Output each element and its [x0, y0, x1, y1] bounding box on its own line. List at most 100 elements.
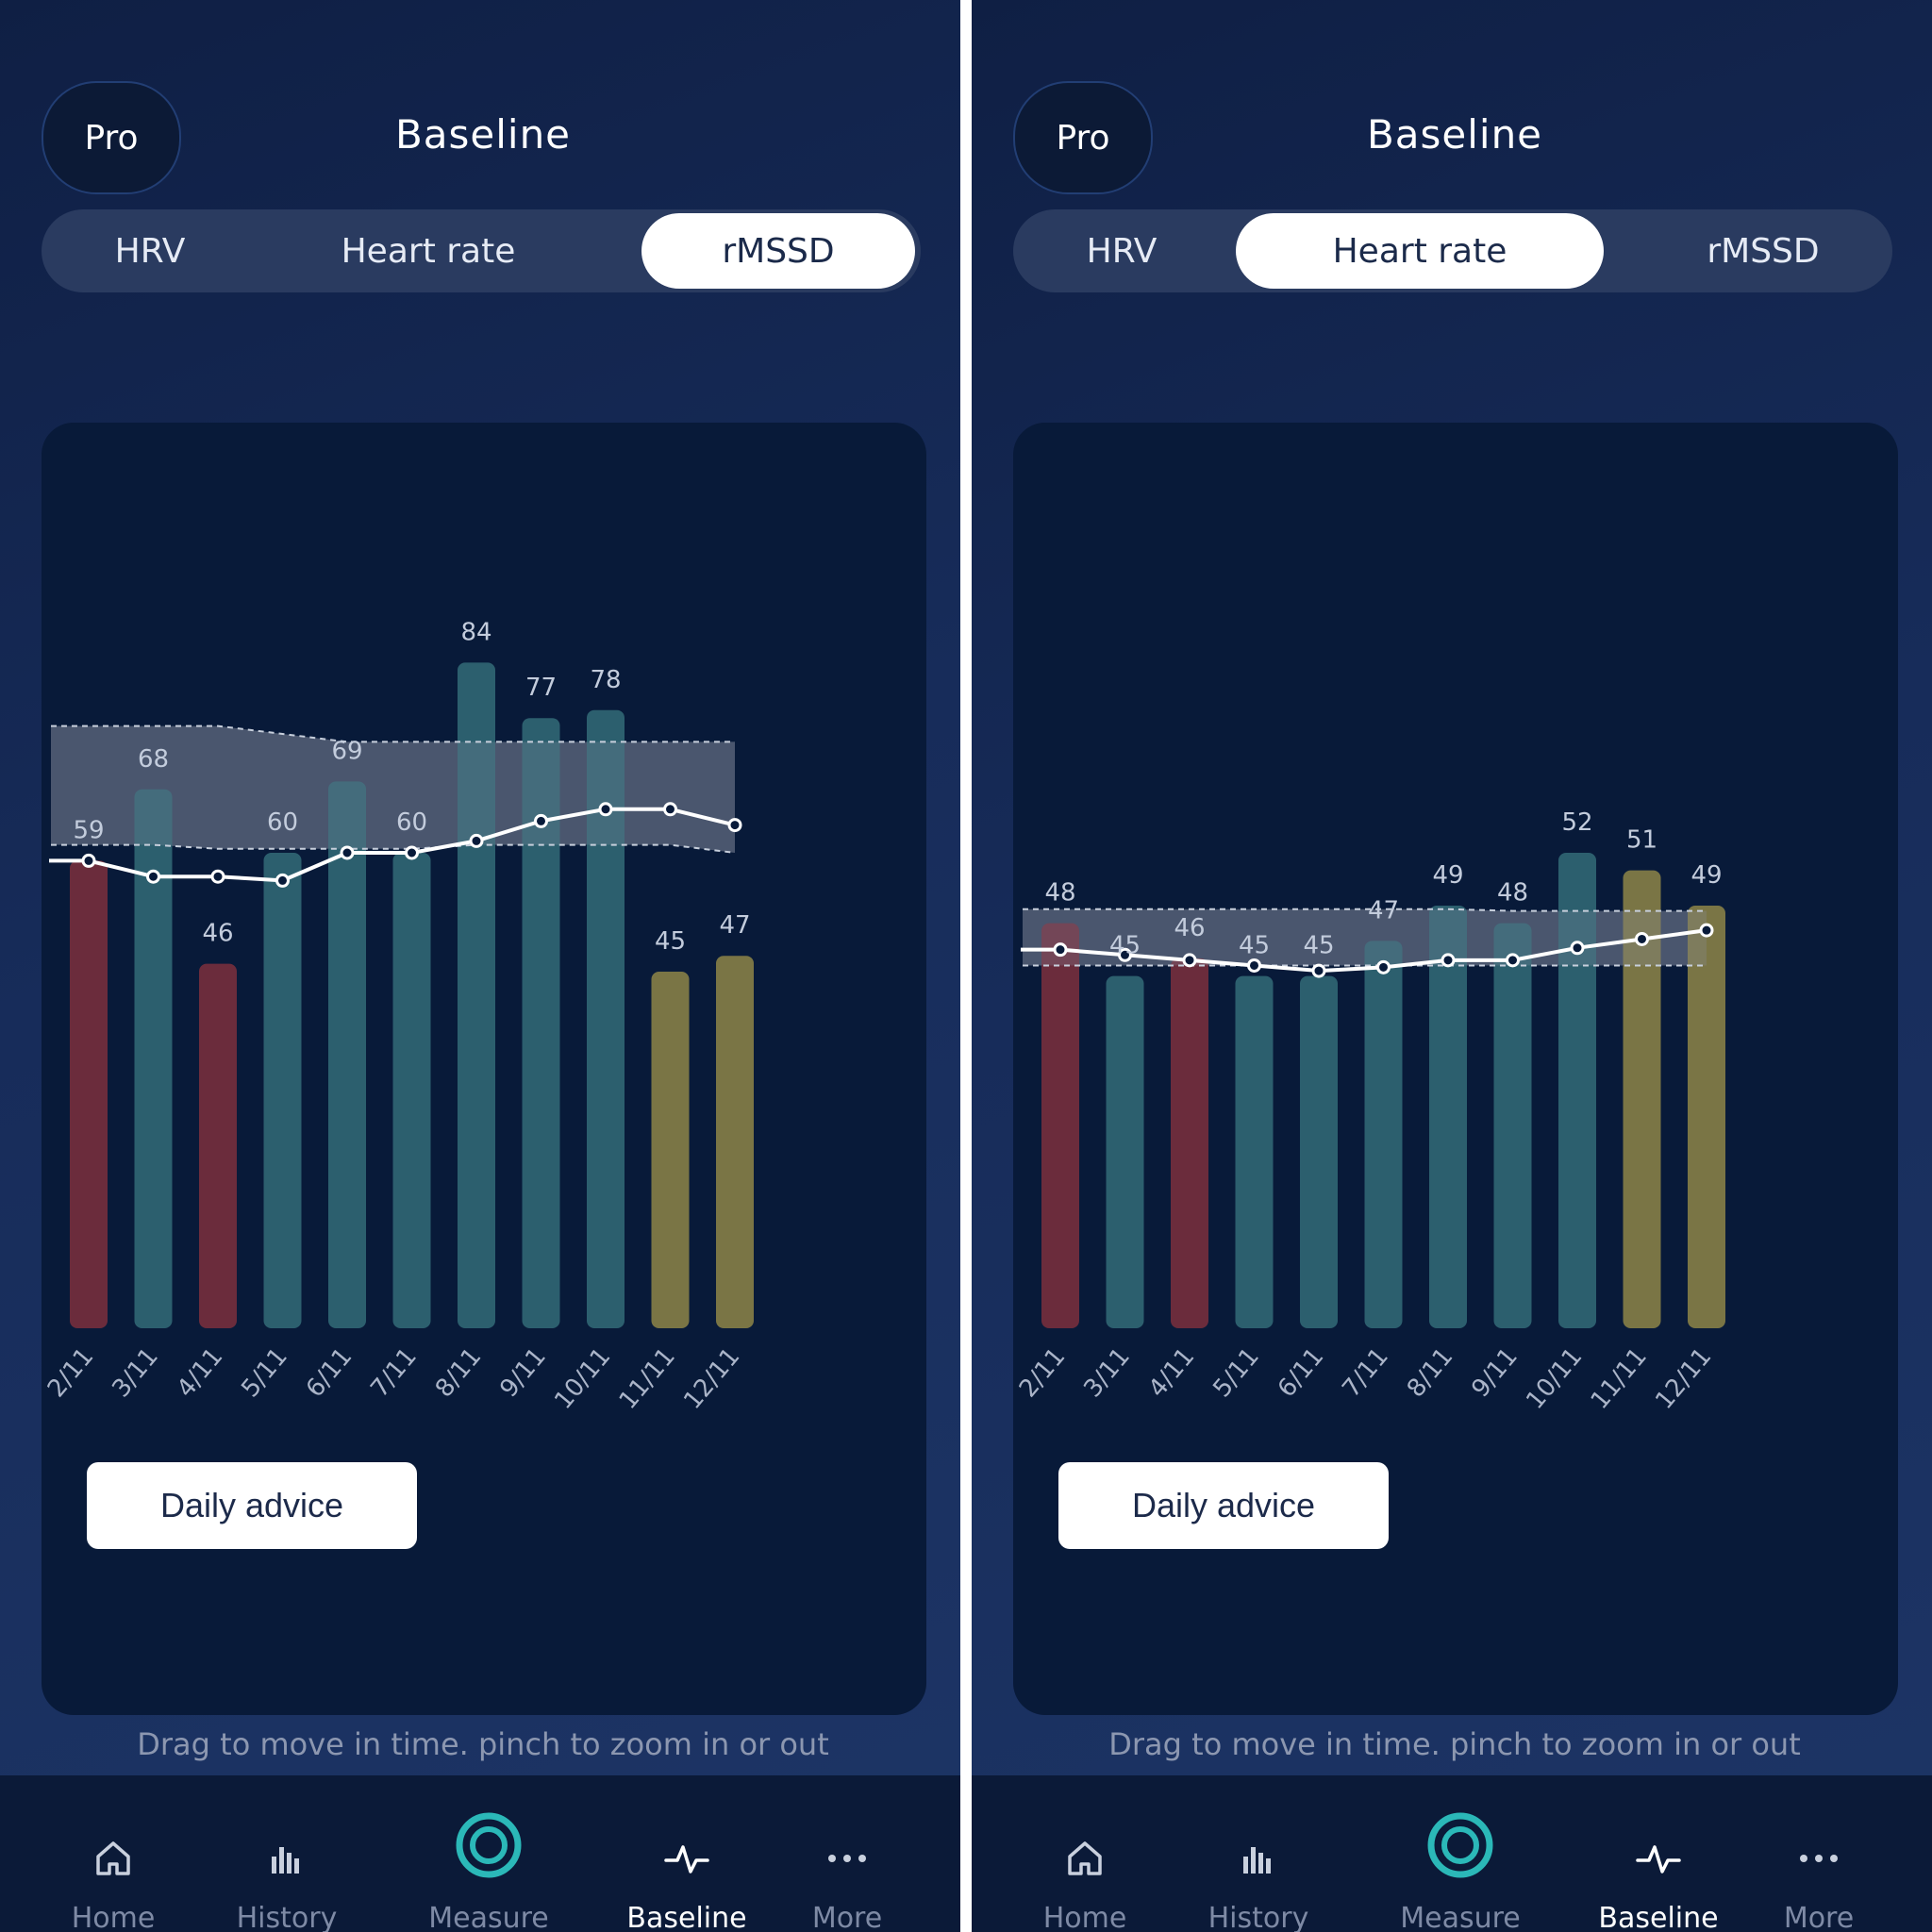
normal-range-overlay	[51, 725, 735, 853]
chart-card[interactable]: 48 45 46 45 45 47 49 48 52 51 49 2/11 3/11 4/11 5/11 6/…	[1013, 423, 1898, 1715]
value-label: 68	[138, 745, 169, 774]
bar-11/11[interactable]	[651, 972, 690, 1328]
baseline-point	[210, 869, 225, 884]
baseline-icon	[592, 1830, 781, 1887]
nav-more[interactable]: More	[1724, 1775, 1913, 1932]
bar-11/11[interactable]	[1623, 870, 1661, 1328]
chart-card[interactable]: 59 68 46 60 69 60 84 77 78 45 47 2/11 3/11 4/11 5/11 6/…	[42, 423, 926, 1715]
panel-rmssd: Pro Baseline HRV Heart rate rMSSD 59 68 46…	[0, 0, 960, 1932]
baseline-point	[146, 869, 160, 884]
more-icon	[1724, 1830, 1913, 1887]
nav-more[interactable]: More	[753, 1775, 941, 1932]
baseline-point	[1053, 942, 1068, 958]
bar-9/11[interactable]	[1493, 923, 1532, 1328]
rmssd-chart[interactable]: 59 68 46 60 69 60 84 77 78 45 47 2/11 3/11 4/11 5/11 6/…	[42, 423, 926, 1715]
nav-label: Measure	[428, 1902, 549, 1932]
date-label: 9/11	[494, 1342, 552, 1403]
baseline-icon	[1564, 1830, 1753, 1887]
nav-baseline[interactable]: Baseline	[1564, 1775, 1753, 1932]
nav-history[interactable]: History	[1164, 1775, 1353, 1932]
pro-button[interactable]: Pro	[42, 81, 181, 194]
nav-label: History	[236, 1902, 338, 1932]
bar-7/11[interactable]	[1364, 941, 1403, 1328]
band-upper-line	[1023, 908, 1707, 912]
nav-measure[interactable]: Measure	[1366, 1775, 1555, 1932]
bar-4/11[interactable]	[1171, 958, 1208, 1328]
bar-3/11[interactable]	[134, 789, 173, 1328]
bar-12/11[interactable]	[716, 956, 754, 1328]
tab-hrv[interactable]: HRV	[114, 231, 186, 271]
more-icon	[753, 1830, 941, 1887]
tab-heart-rate[interactable]: Heart rate	[341, 231, 516, 271]
baseline-point	[81, 853, 96, 868]
bottom-nav: Home History Measure Baseline More	[972, 1775, 1932, 1932]
baseline-point	[1376, 959, 1391, 974]
nav-measure[interactable]: Measure	[394, 1775, 583, 1932]
baseline-point	[663, 802, 677, 817]
daily-advice-button[interactable]: Daily advice	[1058, 1462, 1389, 1549]
tab-rmssd[interactable]: rMSSD	[1707, 231, 1820, 271]
tab-rmssd[interactable]: rMSSD	[641, 213, 915, 289]
bar-5/11[interactable]	[263, 853, 302, 1328]
bar-8/11[interactable]	[1429, 906, 1467, 1328]
baseline-point	[1182, 953, 1197, 968]
bar-5/11[interactable]	[1235, 975, 1274, 1328]
nav-history[interactable]: History	[192, 1775, 381, 1932]
bar-6/11[interactable]	[328, 781, 366, 1328]
tab-hrv[interactable]: HRV	[1086, 231, 1158, 271]
metric-segmented-control: HRV Heart rate rMSSD	[1013, 209, 1892, 292]
value-label: 46	[202, 920, 233, 948]
value-label: 60	[396, 808, 427, 837]
value-label: 45	[1303, 932, 1334, 960]
bottom-nav: Home History Measure Baseline More	[0, 1775, 960, 1932]
bar-7/11[interactable]	[392, 853, 431, 1328]
date-label: 2/11	[42, 1342, 100, 1403]
daily-advice-button[interactable]: Daily advice	[87, 1462, 417, 1549]
nav-label: Baseline	[626, 1902, 747, 1932]
history-icon	[1164, 1830, 1353, 1887]
bar-10/11[interactable]	[1558, 853, 1596, 1328]
value-label: 47	[719, 911, 750, 940]
date-label: 6/11	[301, 1342, 358, 1403]
band-lower-line	[51, 843, 736, 854]
history-icon	[192, 1830, 381, 1887]
baseline-point	[1118, 947, 1132, 962]
date-label: 11/11	[1586, 1342, 1653, 1415]
nav-home[interactable]: Home	[19, 1775, 208, 1932]
date-label: 12/11	[1650, 1342, 1717, 1415]
normal-range-overlay	[1023, 908, 1707, 966]
bar-10/11[interactable]	[587, 709, 625, 1328]
nav-label: More	[1783, 1902, 1855, 1932]
value-label: 60	[267, 808, 298, 837]
heart-rate-chart[interactable]: 48 45 46 45 45 47 49 48 52 51 49 2/11 3/11 4/11 5/11 6/…	[1013, 423, 1898, 1715]
baseline-point	[1441, 953, 1456, 968]
nav-home[interactable]: Home	[991, 1775, 1179, 1932]
date-label: 10/11	[549, 1342, 616, 1415]
date-label: 7/11	[1337, 1342, 1394, 1403]
bar-6/11[interactable]	[1300, 975, 1338, 1328]
value-label: 52	[1561, 808, 1592, 837]
nav-label: Measure	[1400, 1902, 1521, 1932]
home-icon	[991, 1830, 1179, 1887]
tab-heart-rate[interactable]: Heart rate	[1236, 213, 1604, 289]
bar-8/11[interactable]	[458, 662, 495, 1328]
measure-icon	[1366, 1812, 1555, 1878]
baseline-point	[340, 845, 355, 860]
date-label: 8/11	[1402, 1342, 1459, 1403]
date-label: 7/11	[365, 1342, 423, 1403]
bar-4/11[interactable]	[199, 963, 237, 1328]
bar-2/11[interactable]	[1041, 923, 1079, 1328]
pro-button[interactable]: Pro	[1013, 81, 1153, 194]
baseline-line	[1021, 928, 1707, 974]
bar-2/11[interactable]	[70, 860, 108, 1328]
nav-baseline[interactable]: Baseline	[592, 1775, 781, 1932]
bar-12/11[interactable]	[1688, 906, 1725, 1328]
date-label: 11/11	[614, 1342, 681, 1415]
bar-9/11[interactable]	[522, 718, 560, 1328]
bar-3/11[interactable]	[1106, 975, 1144, 1328]
baseline-point	[275, 873, 290, 888]
date-label: 3/11	[1078, 1342, 1136, 1403]
baseline-point	[727, 818, 742, 833]
nav-label: Home	[1042, 1902, 1127, 1932]
date-label: 10/11	[1521, 1342, 1588, 1415]
